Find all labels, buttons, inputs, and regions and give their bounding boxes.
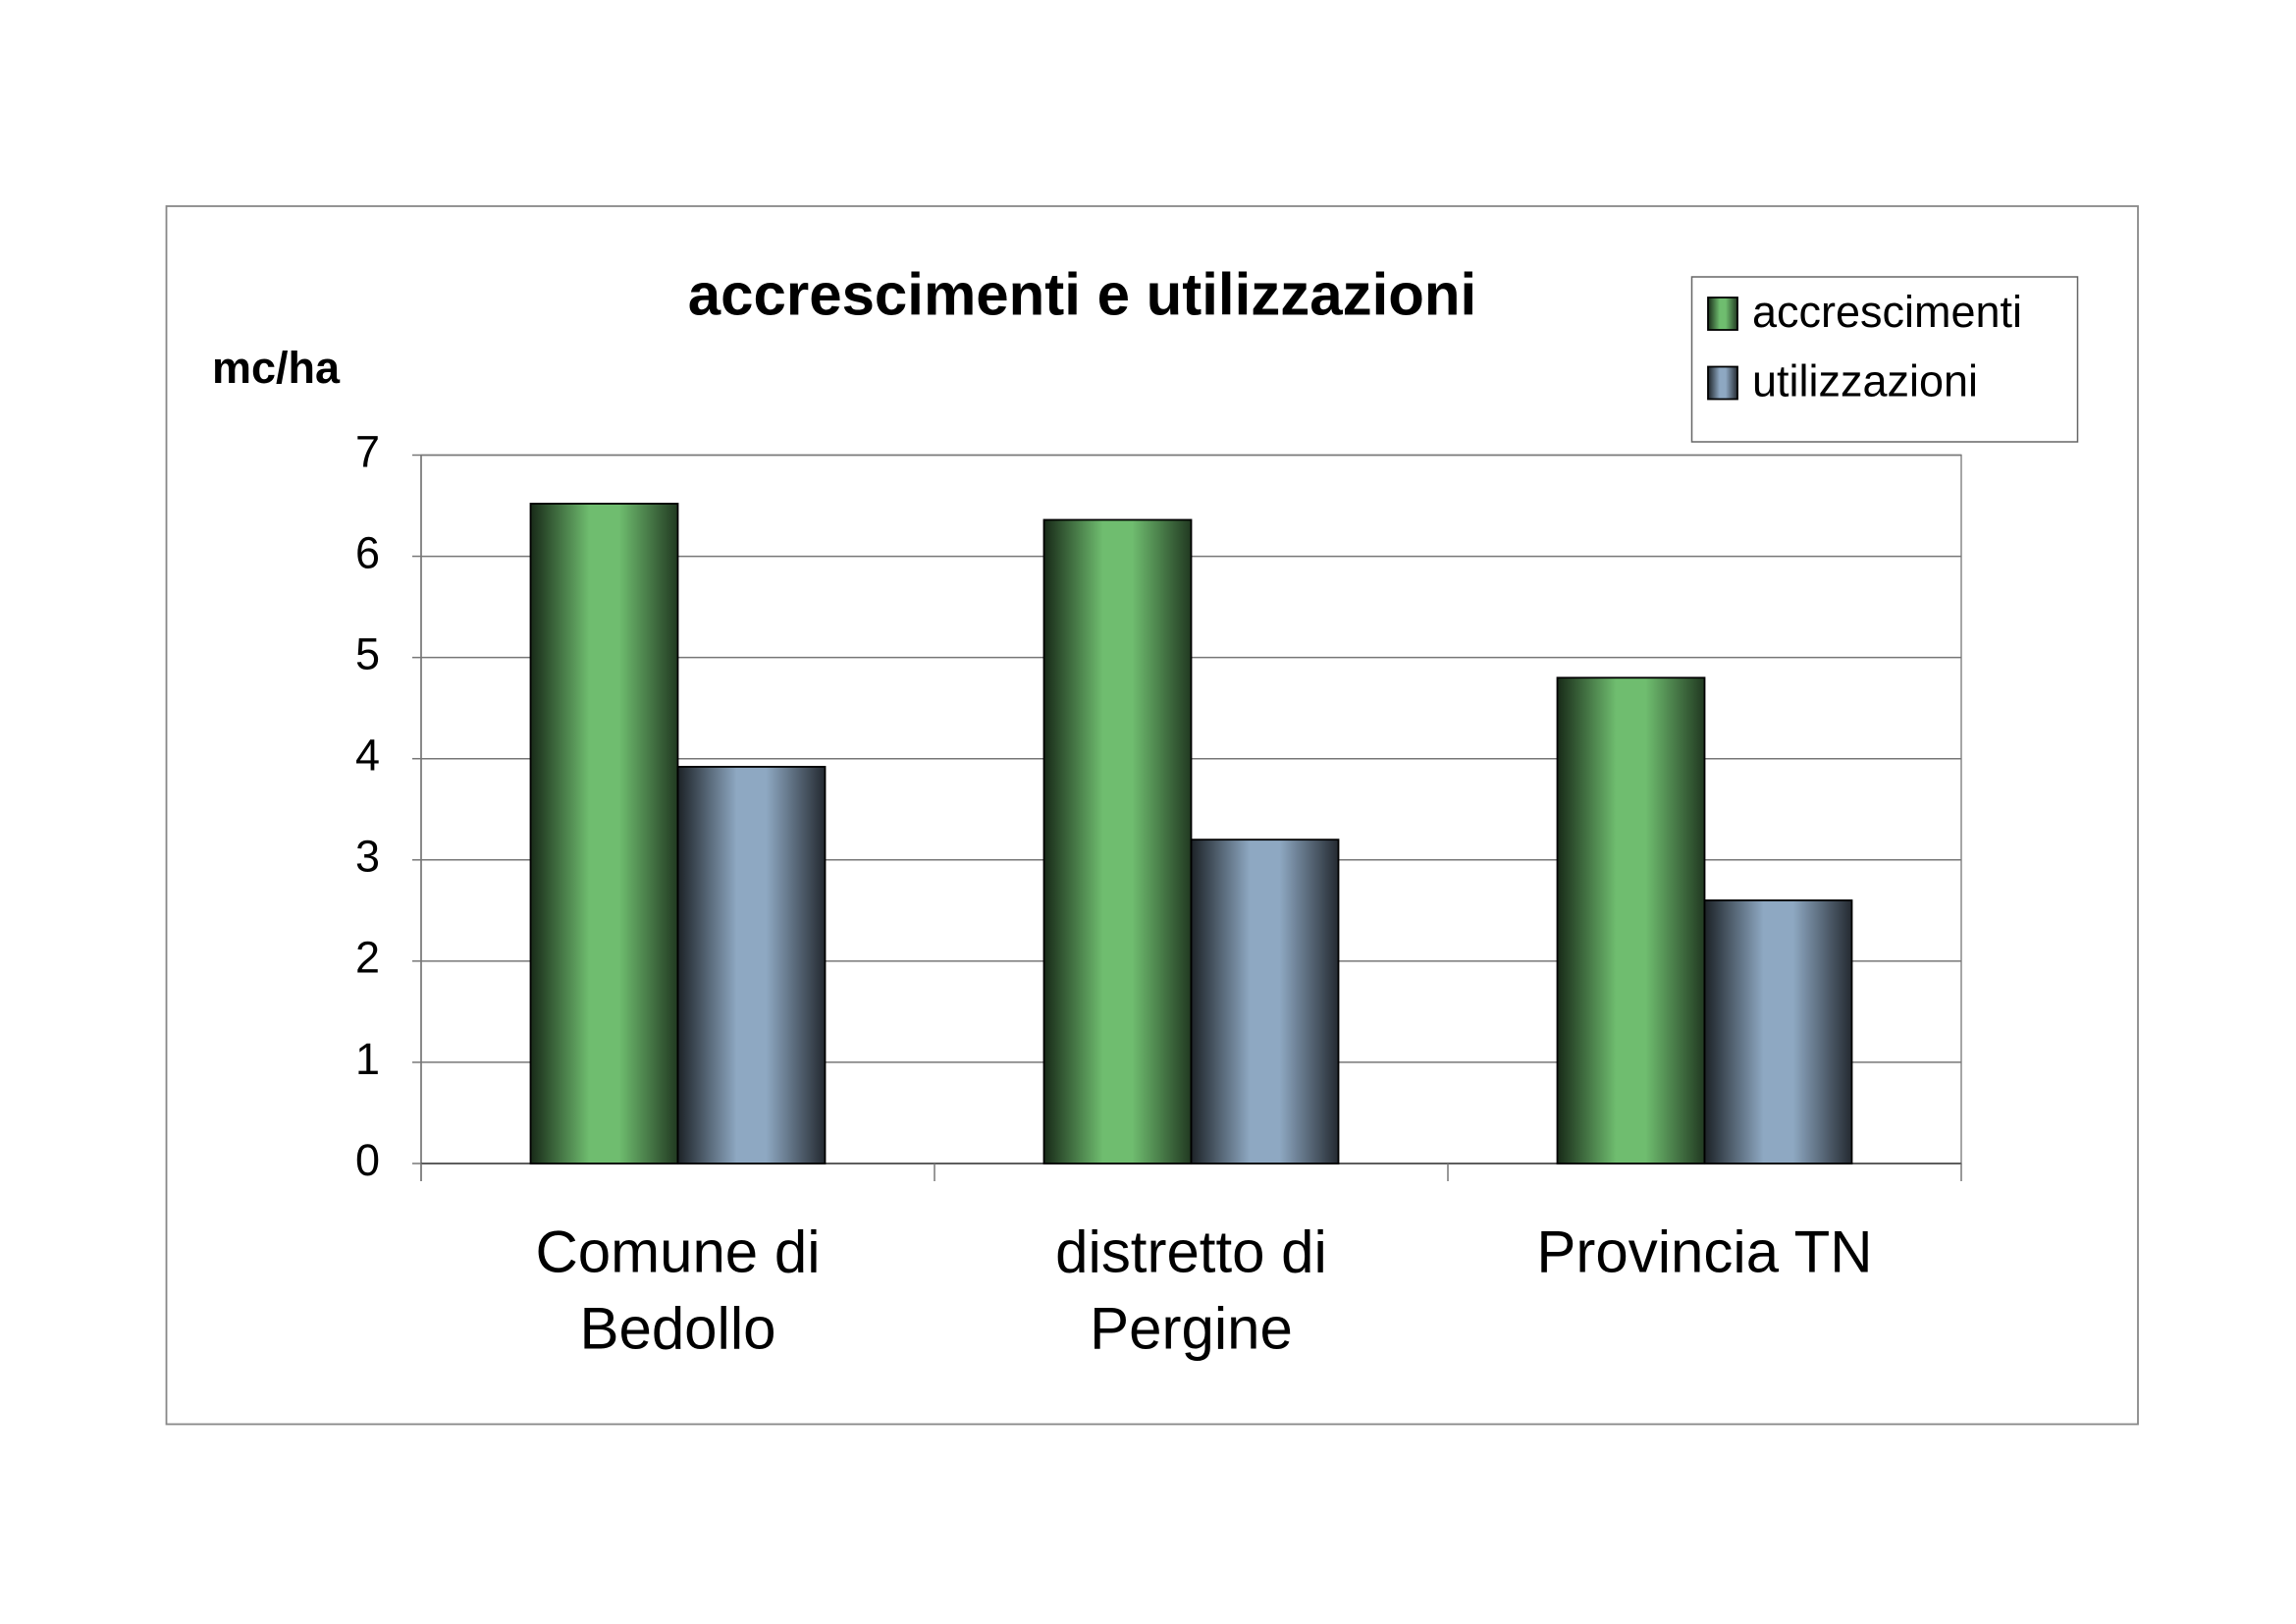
- y-tick-label: 4: [355, 731, 380, 781]
- legend-swatch: [1707, 365, 1738, 401]
- legend-box: [1690, 276, 2079, 443]
- chart-title: accrescimenti e utilizzazioni: [688, 261, 1476, 327]
- y-tick-label: 7: [355, 426, 380, 476]
- y-axis-label: mc/ha: [212, 343, 341, 393]
- legend-label: utilizzazioni: [1752, 355, 1978, 406]
- y-tick-label: 5: [355, 629, 380, 679]
- bar: [1042, 518, 1193, 1164]
- bar: [1190, 839, 1340, 1164]
- legend-swatch: [1707, 297, 1738, 331]
- bar: [1703, 899, 1853, 1164]
- x-tick-label: Pergine: [1090, 1295, 1293, 1361]
- x-tick-label: Bedollo: [579, 1295, 775, 1361]
- bar: [1556, 677, 1706, 1164]
- y-tick-label: 3: [355, 832, 380, 882]
- bar: [676, 766, 827, 1164]
- y-tick-label: 0: [355, 1135, 380, 1185]
- legend-label: accrescimenti: [1752, 287, 2022, 337]
- y-tick-label: 6: [355, 527, 380, 577]
- bar: [529, 503, 679, 1164]
- y-tick-label: 2: [355, 933, 380, 983]
- x-tick-label: Provincia TN: [1536, 1218, 1872, 1284]
- x-tick-label: distretto di: [1055, 1218, 1327, 1284]
- y-tick-label: 1: [355, 1034, 380, 1084]
- x-tick-label: Comune di: [535, 1218, 820, 1284]
